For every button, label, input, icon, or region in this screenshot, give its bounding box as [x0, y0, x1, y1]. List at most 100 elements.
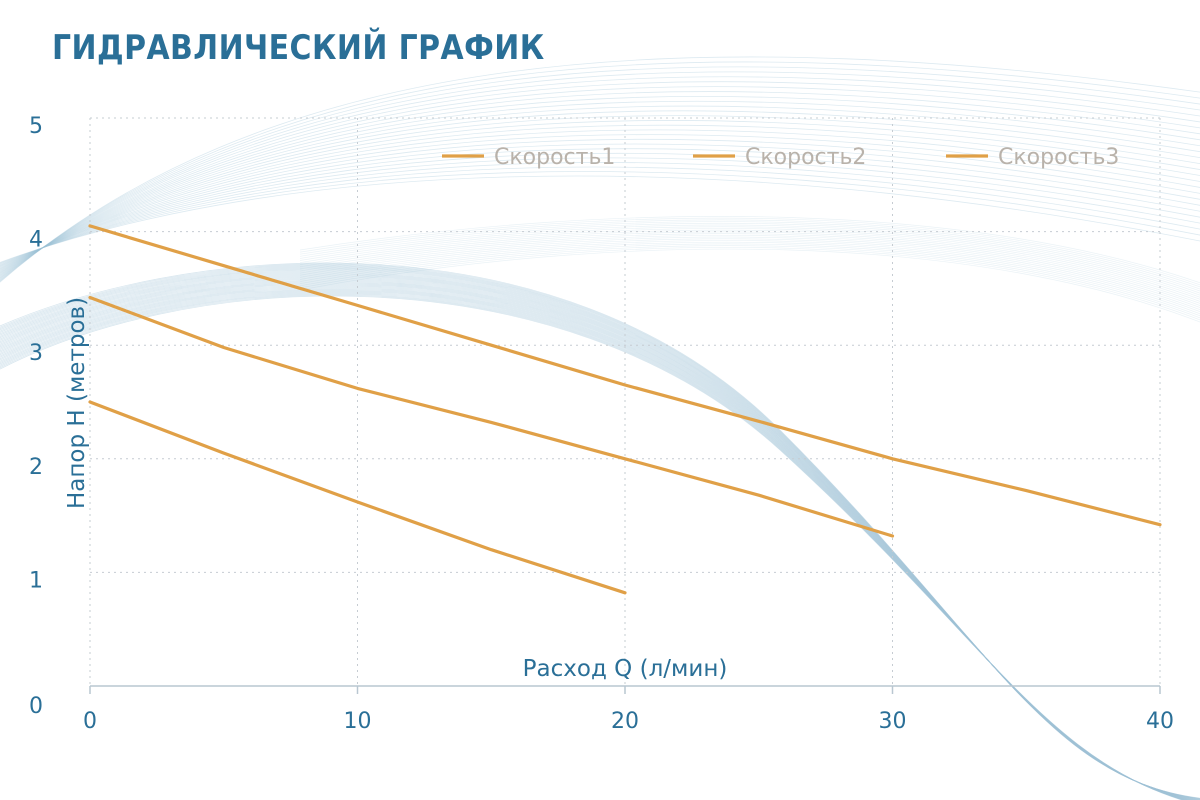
chart-axes: 0 10 20 30 40 0 1 2 3 4 5	[29, 114, 1174, 734]
legend-label-2: Скорость2	[745, 145, 866, 170]
swirl-line	[299, 235, 1200, 306]
chart-grid	[90, 117, 1161, 686]
swirl-line	[0, 289, 1187, 800]
x-tick-label: 20	[611, 709, 639, 734]
swirl-line	[0, 279, 1194, 800]
swirl-line	[0, 278, 1195, 800]
swirl-line	[0, 275, 1198, 800]
chart-series	[88, 224, 1162, 595]
x-axis-label: Расход Q (л/мин)	[523, 656, 728, 682]
chart-labels: Расход Q (л/мин) Напор H (метров)	[64, 297, 727, 682]
swirl-line	[299, 236, 1200, 308]
swirl-line	[0, 100, 1200, 276]
swirl-line	[0, 105, 1200, 275]
swirl-line	[0, 143, 1200, 269]
swirl-line	[0, 76, 1200, 280]
swirl-line	[0, 91, 1200, 278]
swirl-line	[0, 269, 1200, 800]
swirl-line	[0, 115, 1200, 274]
series-line-2	[88, 295, 895, 538]
swirl-line	[299, 216, 1200, 284]
series-line-3	[88, 400, 627, 595]
swirl-line	[299, 238, 1200, 311]
swirl-line	[299, 240, 1200, 313]
chart-legend: Скорость1 Скорость2 Скорость3	[442, 145, 1119, 170]
swirl-line	[0, 288, 1188, 800]
swirl-line	[0, 276, 1197, 800]
swirl-line	[0, 124, 1200, 272]
swirl-line	[0, 284, 1190, 800]
swirl-line	[0, 120, 1200, 273]
swirl-line	[0, 273, 1200, 800]
chart-title: ГИДРАВЛИЧЕСКИЙ ГРАФИК	[52, 28, 545, 68]
swirl-line	[0, 281, 1193, 800]
y-axis-label: Напор H (метров)	[64, 297, 90, 509]
swirl-line	[0, 277, 1196, 800]
swirl-line	[299, 231, 1200, 302]
swirl-line	[0, 56, 1200, 283]
swirl-line	[0, 287, 1188, 800]
x-tick-label: 10	[344, 709, 372, 734]
y-tick-label: 2	[29, 455, 43, 480]
swirl-line	[0, 138, 1200, 270]
swirl-line	[0, 81, 1200, 279]
swirl-line	[0, 271, 1200, 800]
swirl-line	[0, 274, 1199, 800]
swirl-line	[299, 233, 1200, 304]
swirl-line	[0, 285, 1190, 800]
swirl-line	[299, 217, 1200, 286]
swirl-line	[0, 283, 1191, 800]
swirl-line	[0, 291, 1186, 800]
x-tick-label: 0	[83, 709, 97, 734]
swirl-line	[299, 229, 1200, 300]
swirl-line	[299, 221, 1200, 290]
swirl-line	[0, 157, 1200, 267]
swirl-line	[0, 264, 1200, 799]
swirl-line	[0, 268, 1200, 800]
swirl-line	[0, 265, 1200, 800]
swirl-line	[0, 166, 1200, 265]
swirl-line	[0, 262, 1200, 799]
swirl-line	[299, 245, 1200, 319]
swirl-line	[0, 61, 1200, 282]
swirl-line	[0, 152, 1200, 267]
swirl-line	[0, 66, 1200, 282]
swirl-line	[0, 294, 1184, 800]
swirl-line	[0, 293, 1185, 800]
swirl-line	[0, 272, 1200, 800]
x-tick-label: 40	[1146, 709, 1174, 734]
swirl-line	[0, 129, 1200, 271]
swirl-line	[0, 292, 1185, 800]
swirl-line	[0, 162, 1200, 266]
swirl-line	[299, 243, 1200, 317]
x-tick-label: 30	[879, 709, 907, 734]
swirl-line	[0, 267, 1200, 800]
swirl-line	[0, 175, 1200, 263]
swirl-line	[0, 295, 1184, 800]
background-swirl	[0, 56, 1200, 800]
swirl-line	[0, 71, 1200, 281]
legend-label-3: Скорость3	[998, 145, 1119, 170]
swirl-line	[299, 219, 1200, 288]
y-tick-label: 1	[29, 568, 43, 593]
swirl-line	[299, 226, 1200, 296]
swirl-line	[299, 247, 1200, 321]
swirl-line	[299, 228, 1200, 298]
swirl-line	[0, 86, 1200, 278]
swirl-line	[0, 282, 1192, 800]
swirl-line	[0, 290, 1186, 800]
swirl-line	[299, 222, 1200, 292]
y-tick-label: 5	[29, 114, 43, 139]
swirl-line	[0, 134, 1200, 271]
swirl-line	[0, 280, 1193, 800]
swirl-line	[0, 171, 1200, 264]
swirl-line	[0, 148, 1200, 268]
y-tick-label: 4	[29, 228, 43, 253]
swirl-line	[299, 241, 1200, 315]
swirl-line	[0, 286, 1189, 800]
series-line-1	[88, 224, 1162, 527]
y-tick-label: 3	[29, 341, 43, 366]
legend-label-1: Скорость1	[494, 145, 615, 170]
